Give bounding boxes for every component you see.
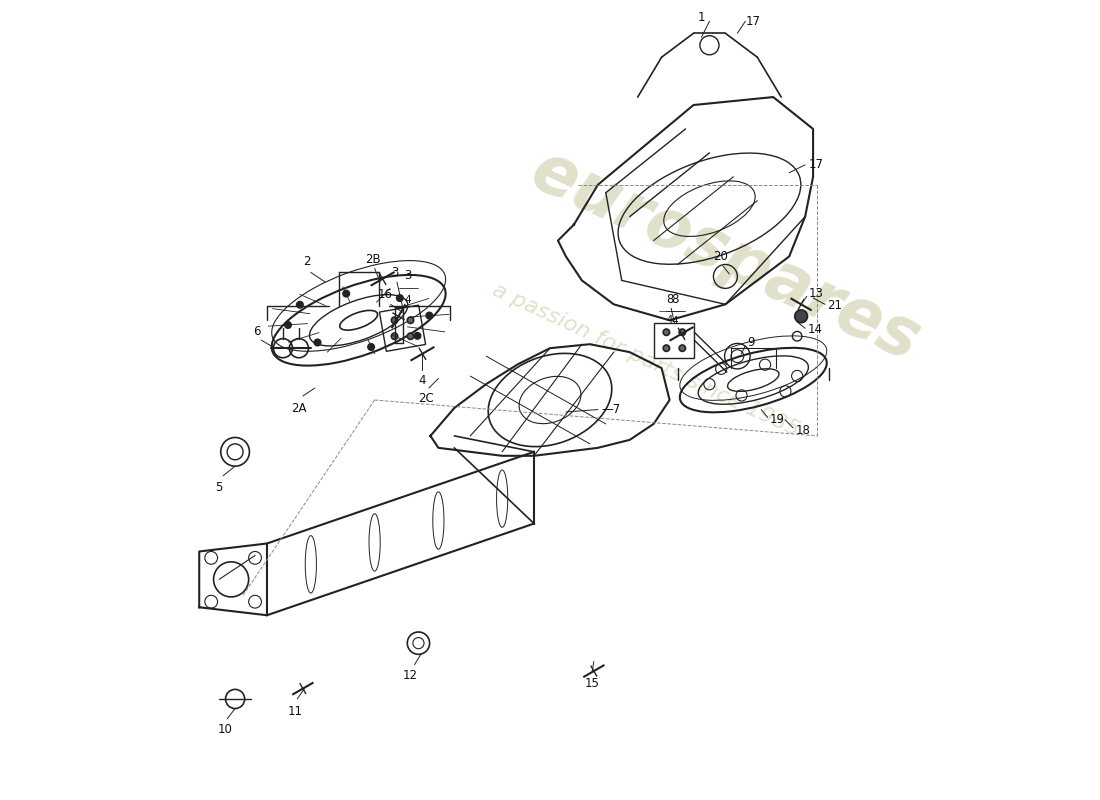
Text: 3: 3 — [405, 269, 411, 282]
Circle shape — [343, 290, 350, 297]
Text: 1: 1 — [697, 10, 705, 24]
Circle shape — [794, 310, 807, 322]
Text: 4: 4 — [672, 316, 679, 326]
Bar — [379, 305, 426, 351]
Text: 4: 4 — [419, 374, 426, 387]
Text: 4: 4 — [667, 314, 672, 325]
Text: 5: 5 — [216, 482, 223, 494]
Circle shape — [679, 329, 685, 335]
Text: 4: 4 — [405, 294, 411, 305]
Text: eurospares: eurospares — [520, 138, 931, 375]
Text: 2A: 2A — [292, 402, 307, 414]
Circle shape — [407, 317, 414, 323]
Circle shape — [426, 312, 432, 318]
Text: 15: 15 — [585, 677, 600, 690]
Text: 3: 3 — [390, 266, 398, 279]
Circle shape — [297, 302, 304, 308]
Circle shape — [315, 339, 321, 346]
Circle shape — [415, 333, 420, 339]
Circle shape — [663, 329, 670, 335]
Circle shape — [397, 295, 403, 302]
Circle shape — [367, 344, 374, 350]
Circle shape — [392, 317, 398, 323]
Text: 20: 20 — [713, 250, 728, 263]
Text: 16: 16 — [377, 288, 393, 301]
Text: 21: 21 — [827, 299, 843, 313]
Text: —7: —7 — [602, 403, 621, 416]
Text: 9: 9 — [748, 336, 756, 349]
Text: 10: 10 — [218, 723, 232, 736]
Text: 2B: 2B — [365, 253, 381, 266]
Text: 19: 19 — [770, 414, 785, 426]
Text: 11: 11 — [287, 705, 303, 718]
Circle shape — [285, 322, 292, 328]
Text: 8: 8 — [671, 293, 679, 306]
Circle shape — [663, 345, 670, 351]
Text: 2C: 2C — [419, 392, 435, 405]
Text: 17: 17 — [810, 158, 824, 171]
Text: 8: 8 — [666, 293, 673, 306]
Text: a passion for parts since 1985: a passion for parts since 1985 — [490, 280, 802, 440]
Text: 17: 17 — [746, 15, 760, 28]
Text: 6: 6 — [253, 325, 261, 338]
Text: 2: 2 — [304, 255, 310, 269]
Bar — [654, 322, 694, 358]
Circle shape — [407, 333, 414, 339]
Circle shape — [392, 333, 398, 339]
Text: 18: 18 — [795, 424, 811, 437]
Text: 14: 14 — [807, 323, 823, 336]
Text: 12: 12 — [403, 670, 418, 682]
Text: 13: 13 — [810, 287, 824, 301]
Circle shape — [679, 345, 685, 351]
